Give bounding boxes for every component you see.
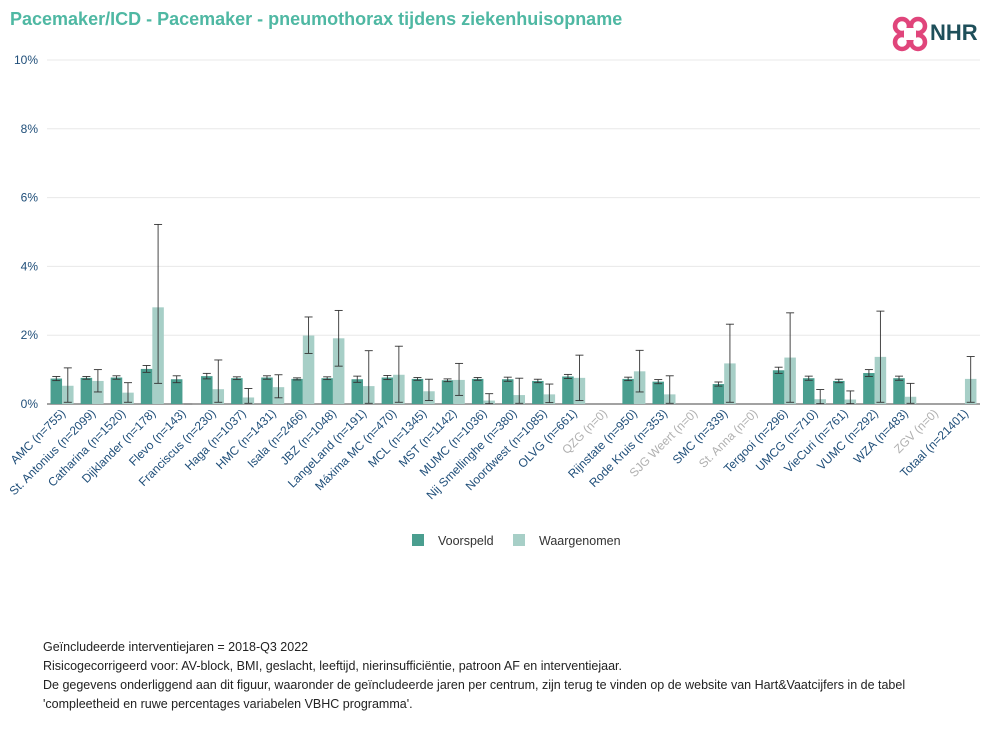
- bar-voorspeld: [201, 376, 213, 404]
- y-tick-label: 0%: [21, 397, 39, 411]
- bar-voorspeld: [140, 368, 153, 404]
- bar-voorspeld: [532, 380, 544, 404]
- bar-voorspeld: [50, 378, 63, 404]
- bar-voorspeld: [321, 378, 333, 404]
- legend-label-voorspeld: Voorspeld: [438, 534, 494, 548]
- bar-voorspeld: [170, 379, 183, 404]
- bar-voorspeld: [562, 376, 574, 404]
- y-tick-label: 6%: [21, 191, 39, 205]
- bar-voorspeld: [863, 373, 875, 404]
- y-tick-label: 8%: [21, 122, 39, 136]
- y-tick-label: 2%: [21, 328, 39, 342]
- bar-chart: 0%2%4%6%8%10%AMC (n=755)St. Antonius (n=…: [7, 53, 980, 548]
- y-tick-label: 4%: [21, 259, 39, 273]
- bar-voorspeld: [291, 378, 303, 404]
- y-tick-label: 10%: [14, 53, 38, 67]
- legend-swatch-voorspeld: [412, 534, 424, 546]
- bar-voorspeld: [471, 378, 484, 404]
- bar-voorspeld: [893, 378, 905, 404]
- bar-waargenomen: [92, 380, 104, 404]
- bar-voorspeld: [110, 377, 123, 404]
- bar-voorspeld: [772, 370, 785, 404]
- bar-voorspeld: [652, 381, 664, 404]
- bar-voorspeld: [381, 377, 394, 404]
- bar-waargenomen: [332, 338, 345, 404]
- bar-voorspeld: [411, 378, 424, 404]
- bar-voorspeld: [833, 380, 845, 404]
- bar-voorspeld: [712, 384, 725, 404]
- bar-voorspeld: [261, 377, 273, 404]
- bar-waargenomen: [302, 335, 315, 404]
- footnote-table: 'compleetheid en ruwe percentages variab…: [43, 697, 413, 711]
- footnote-risk-adjustment: Risicogecorrigeerd voor: AV-block, BMI, …: [43, 659, 623, 673]
- legend-swatch-waargenomen: [513, 534, 525, 546]
- nhr-logo: NHR: [890, 14, 982, 56]
- chart-title: Pacemaker/ICD - Pacemaker - pneumothorax…: [10, 9, 623, 29]
- bar-voorspeld: [441, 380, 454, 404]
- bar-voorspeld: [622, 378, 634, 404]
- bar-voorspeld: [80, 377, 93, 404]
- bar-voorspeld: [802, 378, 815, 404]
- footnotes: Geïncludeerde interventiejaren = 2018-Q3…: [43, 638, 905, 714]
- heart-logo-icon: [892, 16, 928, 52]
- bar-voorspeld: [502, 379, 514, 404]
- bar-voorspeld: [231, 378, 243, 404]
- footnote-years: Geïncludeerde interventiejaren = 2018-Q3…: [43, 640, 309, 654]
- footnote-source: De gegevens onderliggend aan dit figuur,…: [43, 678, 906, 692]
- logo-text: NHR: [930, 20, 978, 45]
- bar-voorspeld: [351, 379, 364, 404]
- legend-label-waargenomen: Waargenomen: [539, 534, 621, 548]
